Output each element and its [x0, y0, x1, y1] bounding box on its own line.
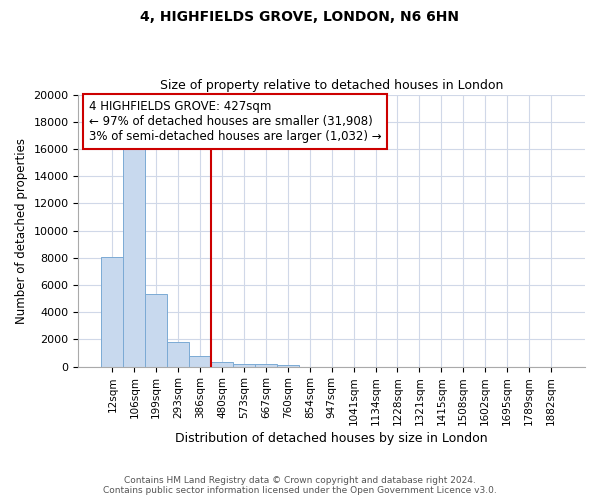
Y-axis label: Number of detached properties: Number of detached properties — [15, 138, 28, 324]
Text: 4 HIGHFIELDS GROVE: 427sqm
← 97% of detached houses are smaller (31,908)
3% of s: 4 HIGHFIELDS GROVE: 427sqm ← 97% of deta… — [89, 100, 381, 143]
Bar — [277, 364, 299, 366]
Title: Size of property relative to detached houses in London: Size of property relative to detached ho… — [160, 79, 503, 92]
Bar — [167, 342, 189, 366]
Text: Contains HM Land Registry data © Crown copyright and database right 2024.
Contai: Contains HM Land Registry data © Crown c… — [103, 476, 497, 495]
X-axis label: Distribution of detached houses by size in London: Distribution of detached houses by size … — [175, 432, 488, 445]
Bar — [124, 142, 145, 366]
Bar — [233, 364, 255, 366]
Bar — [189, 356, 211, 366]
Bar — [211, 362, 233, 366]
Text: 4, HIGHFIELDS GROVE, LONDON, N6 6HN: 4, HIGHFIELDS GROVE, LONDON, N6 6HN — [140, 10, 460, 24]
Bar — [255, 364, 277, 366]
Bar — [101, 257, 124, 366]
Bar — [145, 294, 167, 366]
